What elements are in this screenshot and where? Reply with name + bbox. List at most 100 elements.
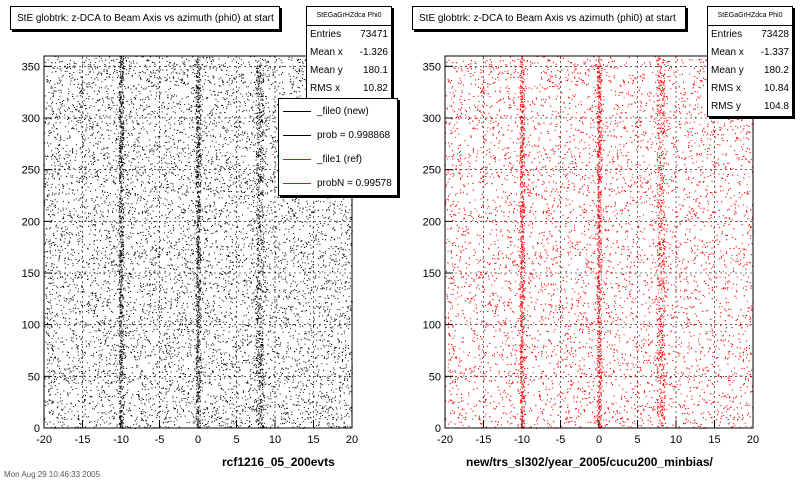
scatter-point [126, 69, 128, 71]
scatter-point [184, 152, 186, 154]
scatter-point [240, 422, 242, 423]
scatter-point [109, 258, 111, 260]
scatter-point [334, 289, 336, 291]
scatter-point [77, 240, 79, 242]
scatter-point [196, 282, 198, 284]
scatter-point [343, 220, 345, 222]
scatter-point [179, 101, 181, 103]
scatter-point [44, 385, 46, 387]
scatter-point [182, 73, 184, 75]
scatter-point [77, 351, 79, 353]
scatter-point [93, 153, 95, 155]
scatter-point [221, 259, 223, 261]
scatter-point [50, 221, 52, 223]
scatter-point [100, 240, 102, 241]
scatter-point [106, 299, 108, 301]
scatter-point [144, 338, 146, 340]
scatter-point [265, 250, 267, 252]
scatter-point [201, 163, 203, 165]
scatter-point [154, 374, 156, 376]
scatter-point [205, 147, 207, 149]
scatter-point [341, 232, 343, 234]
scatter-point [232, 268, 234, 270]
scatter-point [51, 164, 53, 166]
scatter-point [232, 165, 234, 167]
scatter-point [340, 204, 342, 206]
scatter-point [75, 366, 77, 368]
scatter-point [231, 366, 233, 368]
scatter-point [313, 396, 315, 398]
scatter-point [97, 419, 99, 421]
scatter-point [298, 199, 300, 201]
scatter-point [243, 294, 245, 296]
scatter-point [181, 307, 183, 309]
scatter-point [92, 162, 94, 164]
scatter-point [143, 149, 145, 151]
scatter-point [223, 369, 225, 371]
scatter-point [67, 252, 69, 254]
scatter-point [136, 418, 138, 420]
scatter-point [339, 388, 341, 390]
scatter-point [193, 308, 195, 310]
scatter-point [97, 254, 99, 256]
scatter-point [272, 227, 274, 229]
scatter-point [285, 254, 287, 256]
scatter-point [154, 110, 156, 112]
scatter-point [115, 365, 117, 367]
scatter-point [142, 149, 144, 150]
scatter-point [265, 299, 267, 301]
scatter-point [257, 61, 258, 63]
scatter-point [292, 200, 294, 201]
scatter-point [303, 407, 305, 408]
scatter-point [307, 360, 309, 362]
scatter-point [181, 366, 183, 368]
scatter-point [55, 156, 57, 158]
scatter-point [83, 178, 85, 180]
scatter-point [166, 187, 168, 189]
scatter-point [320, 379, 322, 381]
scatter-point [343, 399, 345, 401]
scatter-point [229, 400, 231, 402]
scatter-point [237, 393, 239, 395]
scatter-point [108, 233, 110, 234]
scatter-point [292, 375, 294, 377]
scatter-point [284, 252, 286, 254]
scatter-point [200, 229, 202, 231]
scatter-point [77, 215, 78, 217]
scatter-point [182, 63, 184, 65]
scatter-point [182, 334, 184, 336]
scatter-point [55, 226, 57, 228]
scatter-point [120, 192, 122, 194]
scatter-point [98, 322, 100, 324]
scatter-point [94, 225, 96, 227]
scatter-point [123, 262, 125, 264]
scatter-point [214, 167, 216, 169]
scatter-point [279, 405, 281, 407]
scatter-point [327, 297, 329, 299]
scatter-point [150, 235, 152, 237]
scatter-point [173, 111, 175, 113]
scatter-point [210, 110, 212, 112]
scatter-point [75, 63, 77, 65]
scatter-point [302, 77, 304, 79]
scatter-point [195, 318, 197, 320]
scatter-point [328, 248, 330, 250]
scatter-point [62, 417, 64, 419]
scatter-point [129, 115, 131, 117]
scatter-point [85, 200, 87, 202]
scatter-point [62, 421, 64, 423]
scatter-point [207, 260, 209, 262]
scatter-point [104, 328, 105, 330]
scatter-point [240, 122, 242, 123]
scatter-point [174, 62, 175, 64]
scatter-point [125, 60, 127, 61]
scatter-point [288, 295, 290, 297]
scatter-point [115, 140, 117, 142]
scatter-point [51, 86, 53, 88]
scatter-point [48, 195, 50, 197]
scatter-point [328, 264, 330, 266]
scatter-point [239, 140, 241, 142]
scatter-point [94, 207, 96, 209]
scatter-point [207, 97, 209, 99]
scatter-point [202, 412, 204, 414]
